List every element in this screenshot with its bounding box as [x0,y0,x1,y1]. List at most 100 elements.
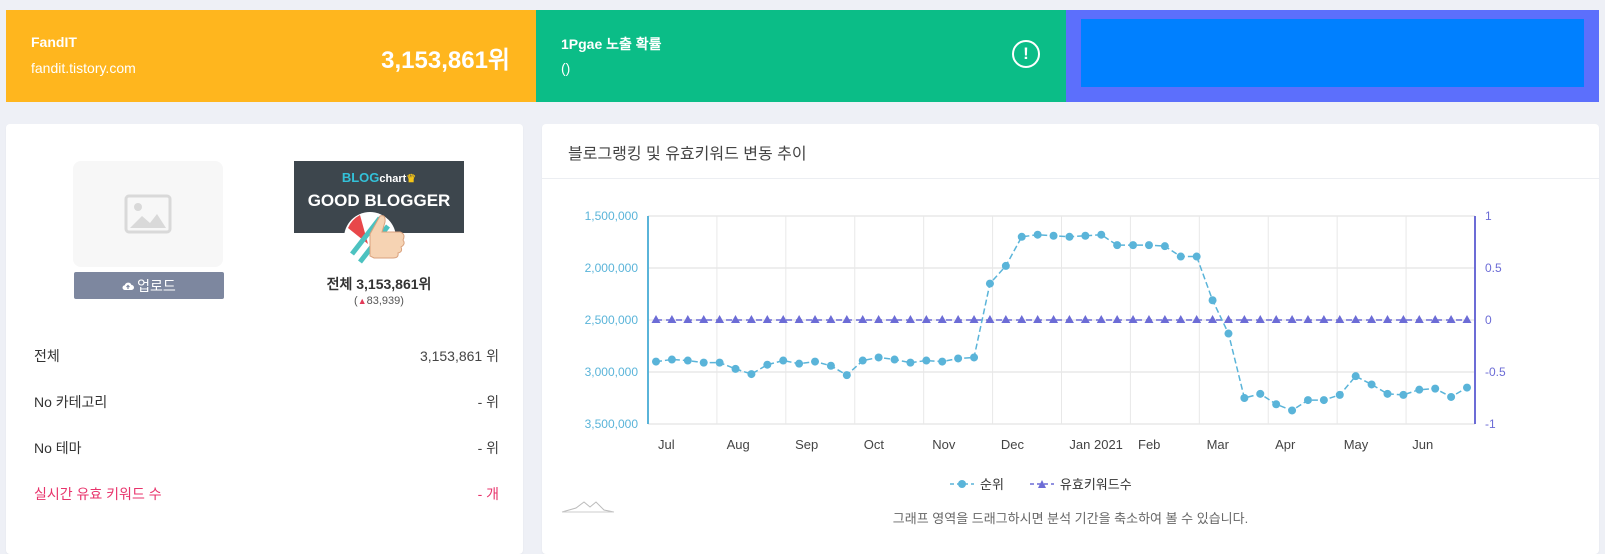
rank-point [667,355,676,364]
y-left-tick-label: 1,500,000 [585,209,639,223]
ranking-chart[interactable]: 1,500,000 2,000,000 2,500,000 3,000,000 3,50… [542,124,1599,554]
keywords-point [699,315,709,323]
stat-row-category: No 카테고리 - 위 [34,392,499,412]
rank-point [1383,389,1392,398]
keywords-point [1351,315,1361,323]
keywords-point [1239,315,1249,323]
rank-point [747,370,756,379]
rank-point [874,353,883,362]
keywords-point [1096,315,1106,323]
rank-point [652,357,660,366]
stat-value: - 위 [477,440,499,456]
mini-chart-icon [561,501,615,513]
rank-point [731,364,740,373]
keywords-point [1462,315,1472,323]
rank-point [842,371,851,380]
keywords-point [667,315,677,323]
badge-brand: BLOGchart♛ [341,170,417,185]
keywords-point [715,315,725,323]
rank-total: 전체 3,153,861위 [326,276,432,292]
legend-label: 순위 [980,477,1004,492]
keywords-point [953,315,963,323]
y-left-tick-label: 3,500,000 [585,417,639,431]
stat-value: 3,153,861 위 [419,348,499,364]
profile-card: 업로드 BLOGchart♛ GOOD BLOGGER 전체 3,153,861… [6,124,523,554]
rank-point [1033,230,1042,239]
rank-point [1160,242,1169,251]
stat-row-theme: No 테마 - 위 [34,438,499,458]
y-right-tick-label: -0.5 [1485,365,1506,379]
rank-change: (▲83,939) [354,295,404,307]
keywords-point [1208,315,1218,323]
rank-point [1463,383,1471,392]
y-right-tick-label: -1 [1485,417,1496,431]
x-tick-label: Feb [1138,437,1160,452]
exclamation-circle-icon[interactable]: ! [1012,40,1040,68]
blog-url[interactable]: fandit.tistory.com [31,60,136,76]
cloud-upload-icon [122,278,135,294]
rank-point [1399,390,1408,399]
rank-point [1049,231,1058,240]
keywords-point [1382,315,1392,323]
rank-point [1240,394,1249,402]
x-tick-label: Jan 2021 [1069,437,1123,452]
keywords-point [1080,315,1090,323]
keywords-point [1335,315,1345,323]
legend-item-rank[interactable]: 순위 [950,474,1004,493]
keywords-point [810,315,820,323]
ad-banner[interactable] [1081,19,1584,87]
arrow-up-icon: ▲ [357,296,367,306]
keywords-point [937,315,947,323]
upload-button[interactable]: 업로드 [74,272,224,299]
chart-title: 블로그랭킹 및 유효키워드 변동 추이 [568,146,807,163]
keywords-point [1255,315,1265,323]
rank-point [858,356,867,365]
keywords-point [1223,315,1233,323]
rank-point [1081,231,1090,240]
keywords-point [731,315,741,323]
keywords-point [842,315,852,323]
rank-point [1256,389,1265,398]
keywords-point [921,315,931,323]
stat-label: No 카테고리 [34,394,108,410]
y-left-tick-label: 2,000,000 [585,261,639,275]
x-tick-label: Apr [1275,437,1296,452]
blog-name: FandIT [31,34,77,50]
keywords-point [1112,315,1122,323]
blog-rank-box: FandIT fandit.tistory.com 3,153,861위 [6,10,536,102]
x-tick-label: Jul [658,437,675,452]
rank-point [1272,400,1281,409]
y-right-tick-label: 0.5 [1485,261,1502,275]
rank-point [1208,296,1217,305]
chart-card: 블로그랭킹 및 유효키워드 변동 추이 1,500,000 2,000,000 2,… [542,124,1599,554]
avatar [73,161,223,267]
rank-point [1335,390,1344,399]
keywords-point [985,315,995,323]
keywords-point [651,315,661,323]
keywords-point [1367,315,1377,323]
rank-point [1319,396,1328,405]
keywords-point [1160,315,1170,323]
x-tick-label: Mar [1207,437,1230,452]
thumbs-up-icon [344,212,405,264]
keywords-point [683,315,693,323]
legend-item-keywords[interactable]: 유효키워드수 [1029,474,1132,493]
ad-box [1066,10,1599,102]
keywords-point [905,315,915,323]
rank-point [1001,261,1010,270]
legend-label: 유효키워드수 [1059,477,1132,492]
rank-point [699,358,708,367]
rank-point [795,359,804,368]
divider [542,178,1599,179]
rank-point [1431,384,1440,393]
rank-point [985,279,994,288]
y-right-tick-label: 1 [1485,209,1492,223]
x-tick-label: Sep [795,437,818,452]
keywords-point [1446,315,1456,323]
chart-legend: 순위 유효키워드수 [950,474,1132,493]
rank-point [1447,392,1456,401]
keywords-point [1033,315,1043,323]
rank-line [655,233,1468,412]
keywords-point [1049,315,1059,323]
keywords-point [1287,315,1297,323]
